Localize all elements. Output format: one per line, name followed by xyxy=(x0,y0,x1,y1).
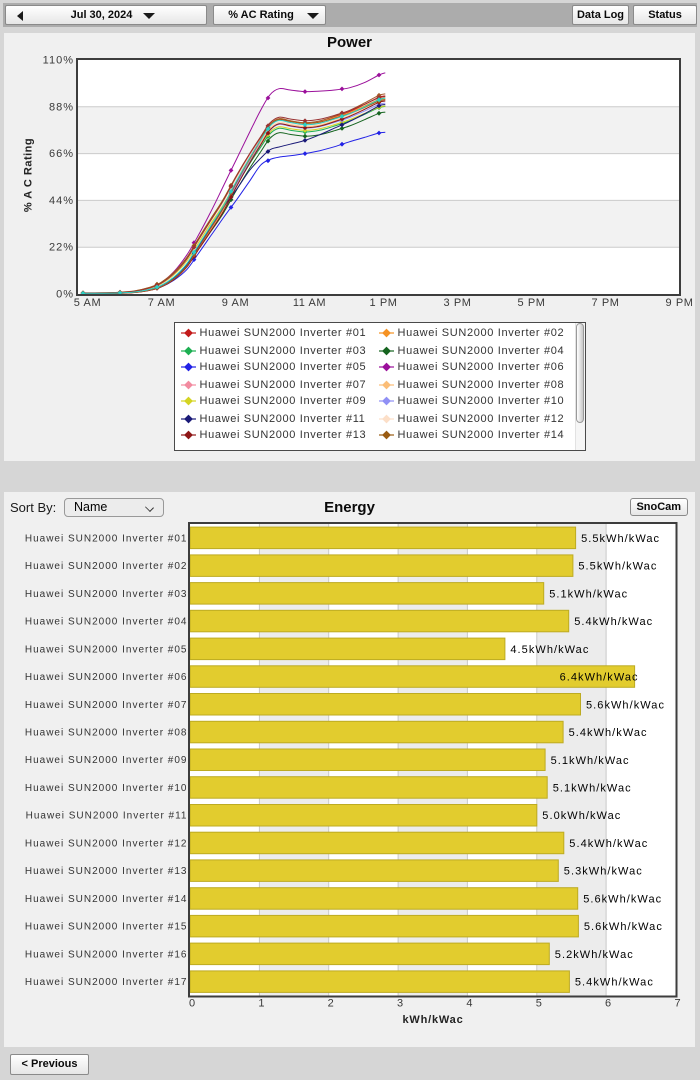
svg-text:Huawei SUN2000 Inverter #04: Huawei SUN2000 Inverter #04 xyxy=(25,617,188,628)
svg-text:Huawei SUN2000 Inverter #12: Huawei SUN2000 Inverter #12 xyxy=(25,839,188,850)
svg-text:Huawei SUN2000 Inverter #10: Huawei SUN2000 Inverter #10 xyxy=(25,783,188,794)
svg-text:Huawei SUN2000 Inverter #03: Huawei SUN2000 Inverter #03 xyxy=(25,589,188,600)
svg-text:7: 7 xyxy=(674,998,680,1010)
svg-text:66%: 66% xyxy=(49,148,74,160)
svg-text:Huawei SUN2000 Inverter #16: Huawei SUN2000 Inverter #16 xyxy=(25,949,188,960)
svg-text:44%: 44% xyxy=(49,195,74,207)
svg-text:7 PM: 7 PM xyxy=(591,297,619,309)
svg-text:% A C Rating: % A C Rating xyxy=(23,138,35,212)
svg-text:5.2kWh/kWac: 5.2kWh/kWac xyxy=(555,949,634,961)
svg-text:5.1kWh/kWac: 5.1kWh/kWac xyxy=(551,755,630,767)
svg-text:5.4kWh/kWac: 5.4kWh/kWac xyxy=(569,838,648,850)
svg-text:Huawei SUN2000 Inverter #06: Huawei SUN2000 Inverter #06 xyxy=(25,672,188,683)
svg-text:5.4kWh/kWac: 5.4kWh/kWac xyxy=(574,616,653,628)
svg-text:88%: 88% xyxy=(49,101,74,113)
svg-text:4: 4 xyxy=(466,998,472,1010)
svg-text:3: 3 xyxy=(397,998,403,1010)
svg-text:Huawei SUN2000 Inverter #07: Huawei SUN2000 Inverter #07 xyxy=(25,700,188,711)
svg-text:110%: 110% xyxy=(43,55,74,67)
svg-text:5.5kWh/kWac: 5.5kWh/kWac xyxy=(578,561,657,573)
svg-text:5.6kWh/kWac: 5.6kWh/kWac xyxy=(583,893,662,905)
svg-text:22%: 22% xyxy=(49,242,74,254)
svg-text:11 AM: 11 AM xyxy=(293,297,326,309)
svg-text:Huawei SUN2000 Inverter #02: Huawei SUN2000 Inverter #02 xyxy=(25,561,188,572)
svg-text:5.4kWh/kWac: 5.4kWh/kWac xyxy=(569,727,648,739)
svg-text:6.4kWh/kWac: 6.4kWh/kWac xyxy=(560,672,639,684)
svg-text:Huawei SUN2000 Inverter #15: Huawei SUN2000 Inverter #15 xyxy=(25,922,188,933)
svg-text:Huawei SUN2000 Inverter #13: Huawei SUN2000 Inverter #13 xyxy=(25,866,188,877)
svg-text:Huawei SUN2000 Inverter #09: Huawei SUN2000 Inverter #09 xyxy=(25,755,188,766)
svg-text:5.1kWh/kWac: 5.1kWh/kWac xyxy=(553,783,632,795)
svg-text:7 AM: 7 AM xyxy=(148,297,175,309)
svg-text:3 PM: 3 PM xyxy=(443,297,471,309)
svg-text:Huawei SUN2000 Inverter #17: Huawei SUN2000 Inverter #17 xyxy=(25,977,188,988)
svg-text:5: 5 xyxy=(536,998,542,1010)
svg-text:5.4kWh/kWac: 5.4kWh/kWac xyxy=(575,977,654,989)
svg-text:0%: 0% xyxy=(56,289,74,301)
svg-text:5.6kWh/kWac: 5.6kWh/kWac xyxy=(584,921,663,933)
svg-text:4.5kWh/kWac: 4.5kWh/kWac xyxy=(510,644,589,656)
svg-text:5.6kWh/kWac: 5.6kWh/kWac xyxy=(586,699,665,711)
svg-text:Huawei SUN2000 Inverter #14: Huawei SUN2000 Inverter #14 xyxy=(25,894,188,905)
svg-text:9 AM: 9 AM xyxy=(222,297,249,309)
svg-text:5 PM: 5 PM xyxy=(517,297,545,309)
svg-text:kWh/kWac: kWh/kWac xyxy=(402,1014,463,1026)
svg-text:Huawei SUN2000 Inverter #05: Huawei SUN2000 Inverter #05 xyxy=(25,644,188,655)
svg-text:6: 6 xyxy=(605,998,611,1010)
svg-text:2: 2 xyxy=(328,998,334,1010)
svg-text:Huawei SUN2000 Inverter #01: Huawei SUN2000 Inverter #01 xyxy=(25,533,188,544)
svg-text:5.5kWh/kWac: 5.5kWh/kWac xyxy=(581,533,660,545)
svg-text:Huawei SUN2000 Inverter #11: Huawei SUN2000 Inverter #11 xyxy=(26,811,188,822)
svg-text:0: 0 xyxy=(189,998,195,1010)
svg-text:5.3kWh/kWac: 5.3kWh/kWac xyxy=(564,866,643,878)
svg-text:1: 1 xyxy=(258,998,264,1010)
svg-text:5 AM: 5 AM xyxy=(74,297,101,309)
svg-text:9 PM: 9 PM xyxy=(665,297,693,309)
svg-text:1 PM: 1 PM xyxy=(369,297,397,309)
svg-text:Huawei SUN2000 Inverter #08: Huawei SUN2000 Inverter #08 xyxy=(25,728,188,739)
svg-text:5.0kWh/kWac: 5.0kWh/kWac xyxy=(542,810,621,822)
svg-text:5.1kWh/kWac: 5.1kWh/kWac xyxy=(549,588,628,600)
